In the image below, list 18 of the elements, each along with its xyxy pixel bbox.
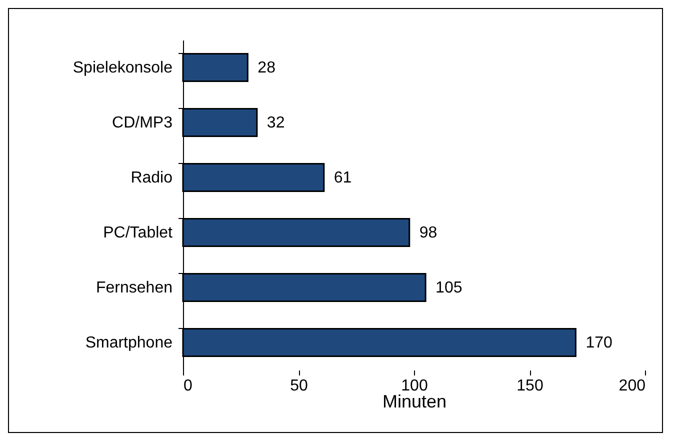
y-tick-label: Spielekonsole (72, 60, 173, 76)
x-tick-label: 200 (618, 378, 646, 394)
data-label: 170 (586, 334, 612, 352)
data-label: 32 (266, 114, 285, 132)
x-tick-label: 150 (516, 378, 544, 394)
x-tick-label: 100 (401, 378, 428, 394)
y-tick-label: Fernsehen (96, 280, 172, 296)
y-tick-label: Smartphone (85, 334, 173, 352)
data-label: 28 (258, 60, 276, 76)
y-tick-label: PC/Tablet (103, 224, 174, 242)
x-tick-label: 50 (290, 378, 308, 394)
data-label: 61 (334, 170, 352, 186)
x-tick-label: 0 (184, 378, 192, 394)
data-label: 98 (419, 224, 438, 242)
y-tick-label: Radio (130, 170, 173, 186)
data-label: 105 (436, 280, 462, 296)
x-axis-title: Minuten (382, 392, 447, 412)
y-tick-label: CD/MP3 (112, 114, 173, 132)
